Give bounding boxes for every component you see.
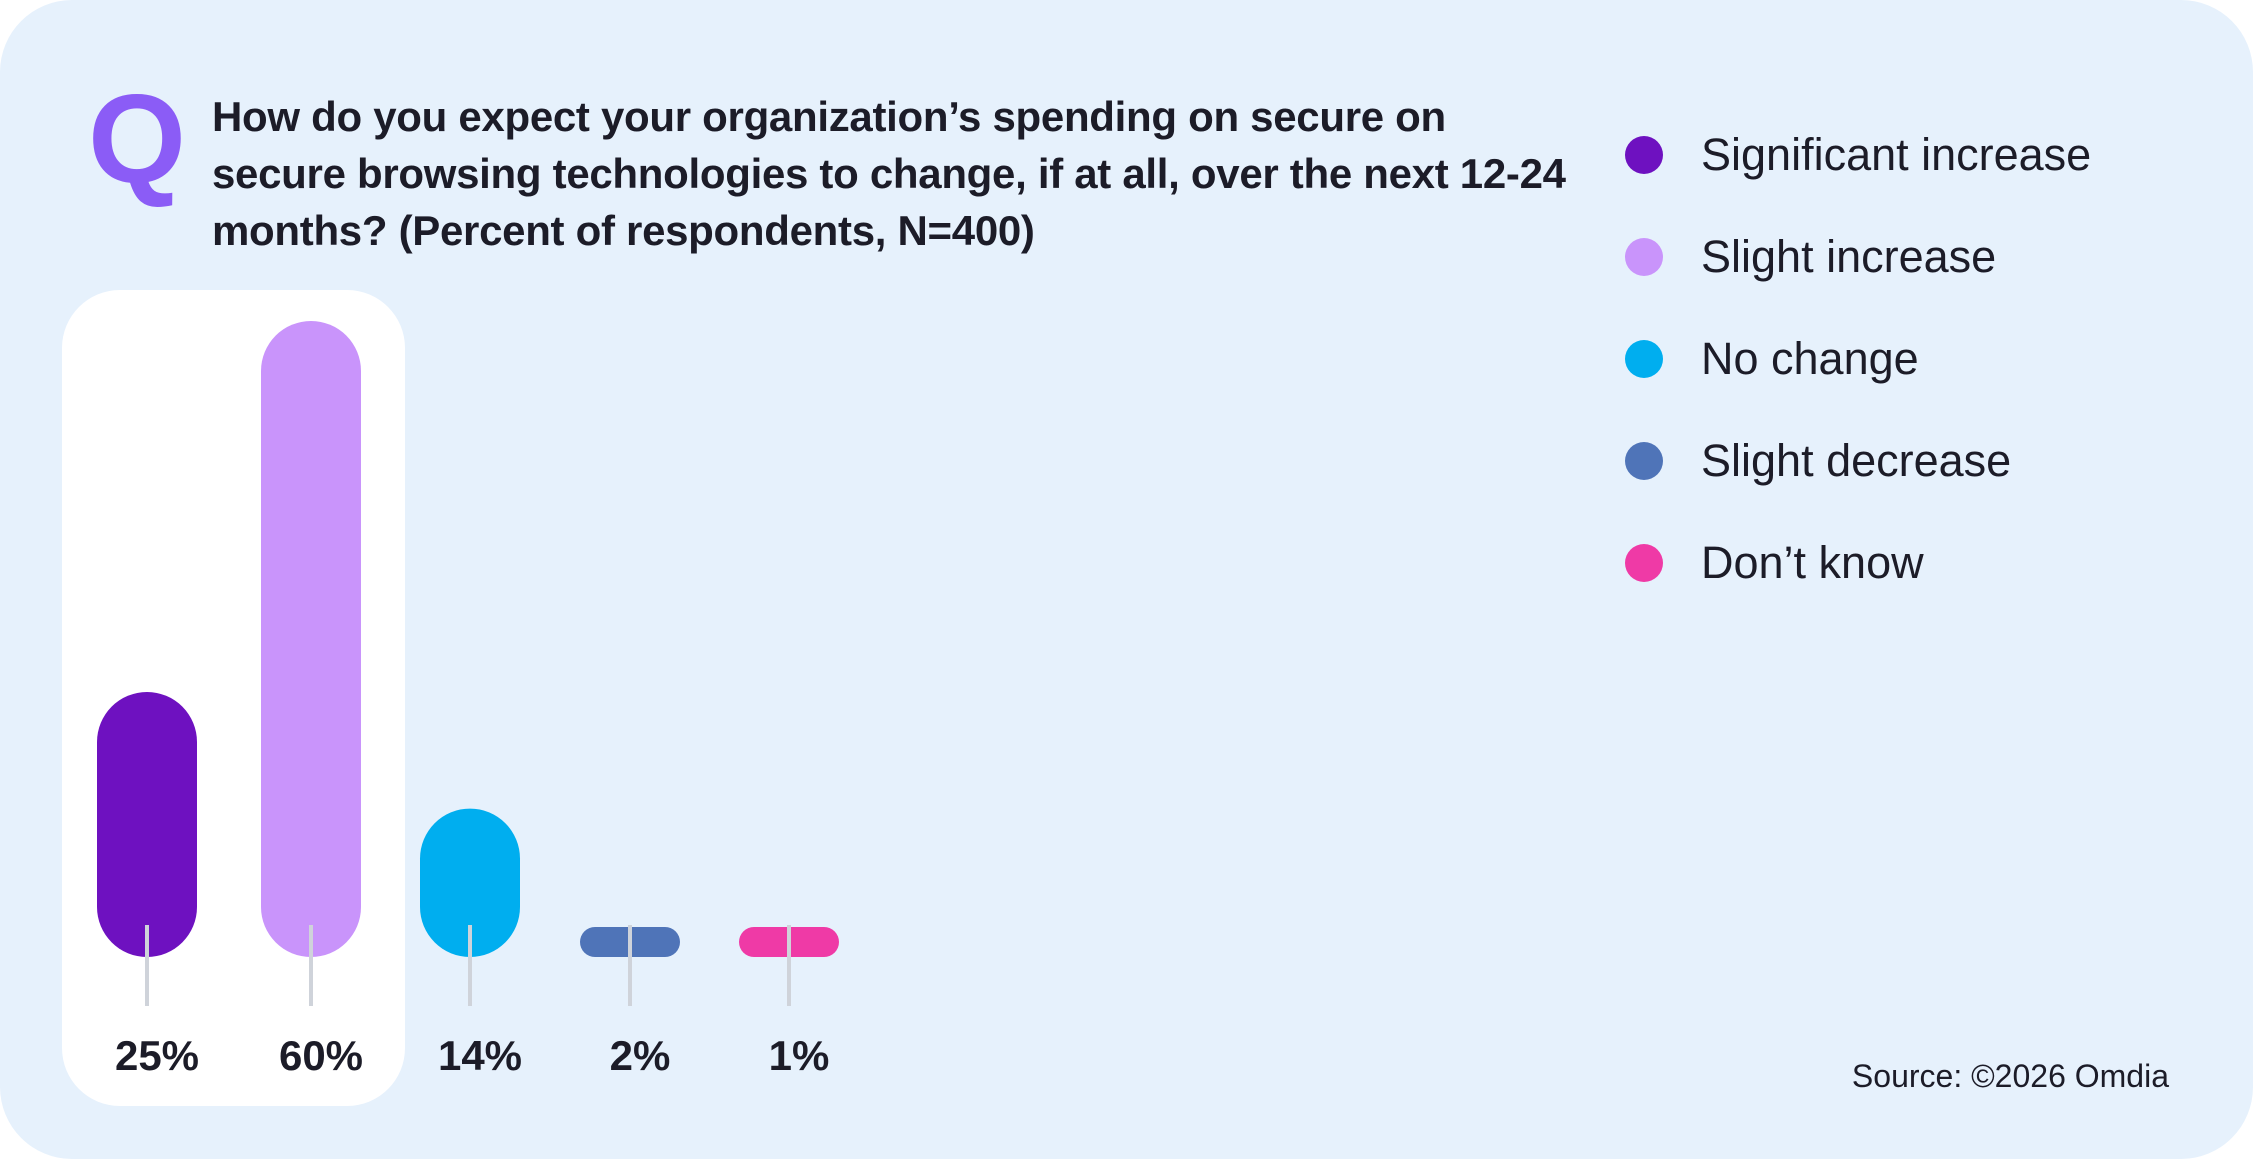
legend-label: No change (1701, 333, 1919, 384)
legend: Significant increase Slight increase No ch… (1620, 104, 2091, 614)
bar-value-label: 14% (438, 1032, 522, 1079)
legend-swatch (1625, 238, 1663, 276)
legend-swatch (1625, 544, 1663, 582)
bar-value-label: 2% (610, 1032, 671, 1079)
bar (261, 321, 361, 957)
bar (420, 808, 520, 957)
bar-value-label: 60% (279, 1032, 363, 1079)
question-mark-icon: Q (88, 68, 187, 209)
bar-group: 60% (261, 321, 363, 1079)
legend-item: Slight decrease (1620, 410, 2091, 512)
legend-item: Significant increase (1620, 104, 2091, 206)
legend-swatch (1625, 136, 1663, 174)
legend-swatch (1625, 442, 1663, 480)
bar (97, 692, 197, 957)
legend-label: Don’t know (1701, 537, 1924, 588)
source-note: Source: ©2026 Omdia (1851, 1058, 2169, 1094)
bar-group: 2% (580, 925, 680, 1079)
bar-value-label: 1% (769, 1032, 830, 1079)
bar-value-label: 25% (115, 1032, 199, 1079)
question-title: How do you expect your organization’s sp… (212, 93, 1566, 254)
legend-label: Slight increase (1701, 231, 1997, 282)
legend-item: Don’t know (1620, 512, 2091, 614)
bar-group: 25% (97, 692, 199, 1079)
bar-group: 1% (739, 925, 839, 1079)
legend-swatch (1625, 340, 1663, 378)
legend-label: Significant increase (1701, 129, 2092, 180)
bar-group: 14% (420, 808, 522, 1079)
legend-item: No change (1620, 308, 2091, 410)
legend-label: Slight decrease (1701, 435, 2012, 486)
legend-item: Slight increase (1620, 206, 2091, 308)
